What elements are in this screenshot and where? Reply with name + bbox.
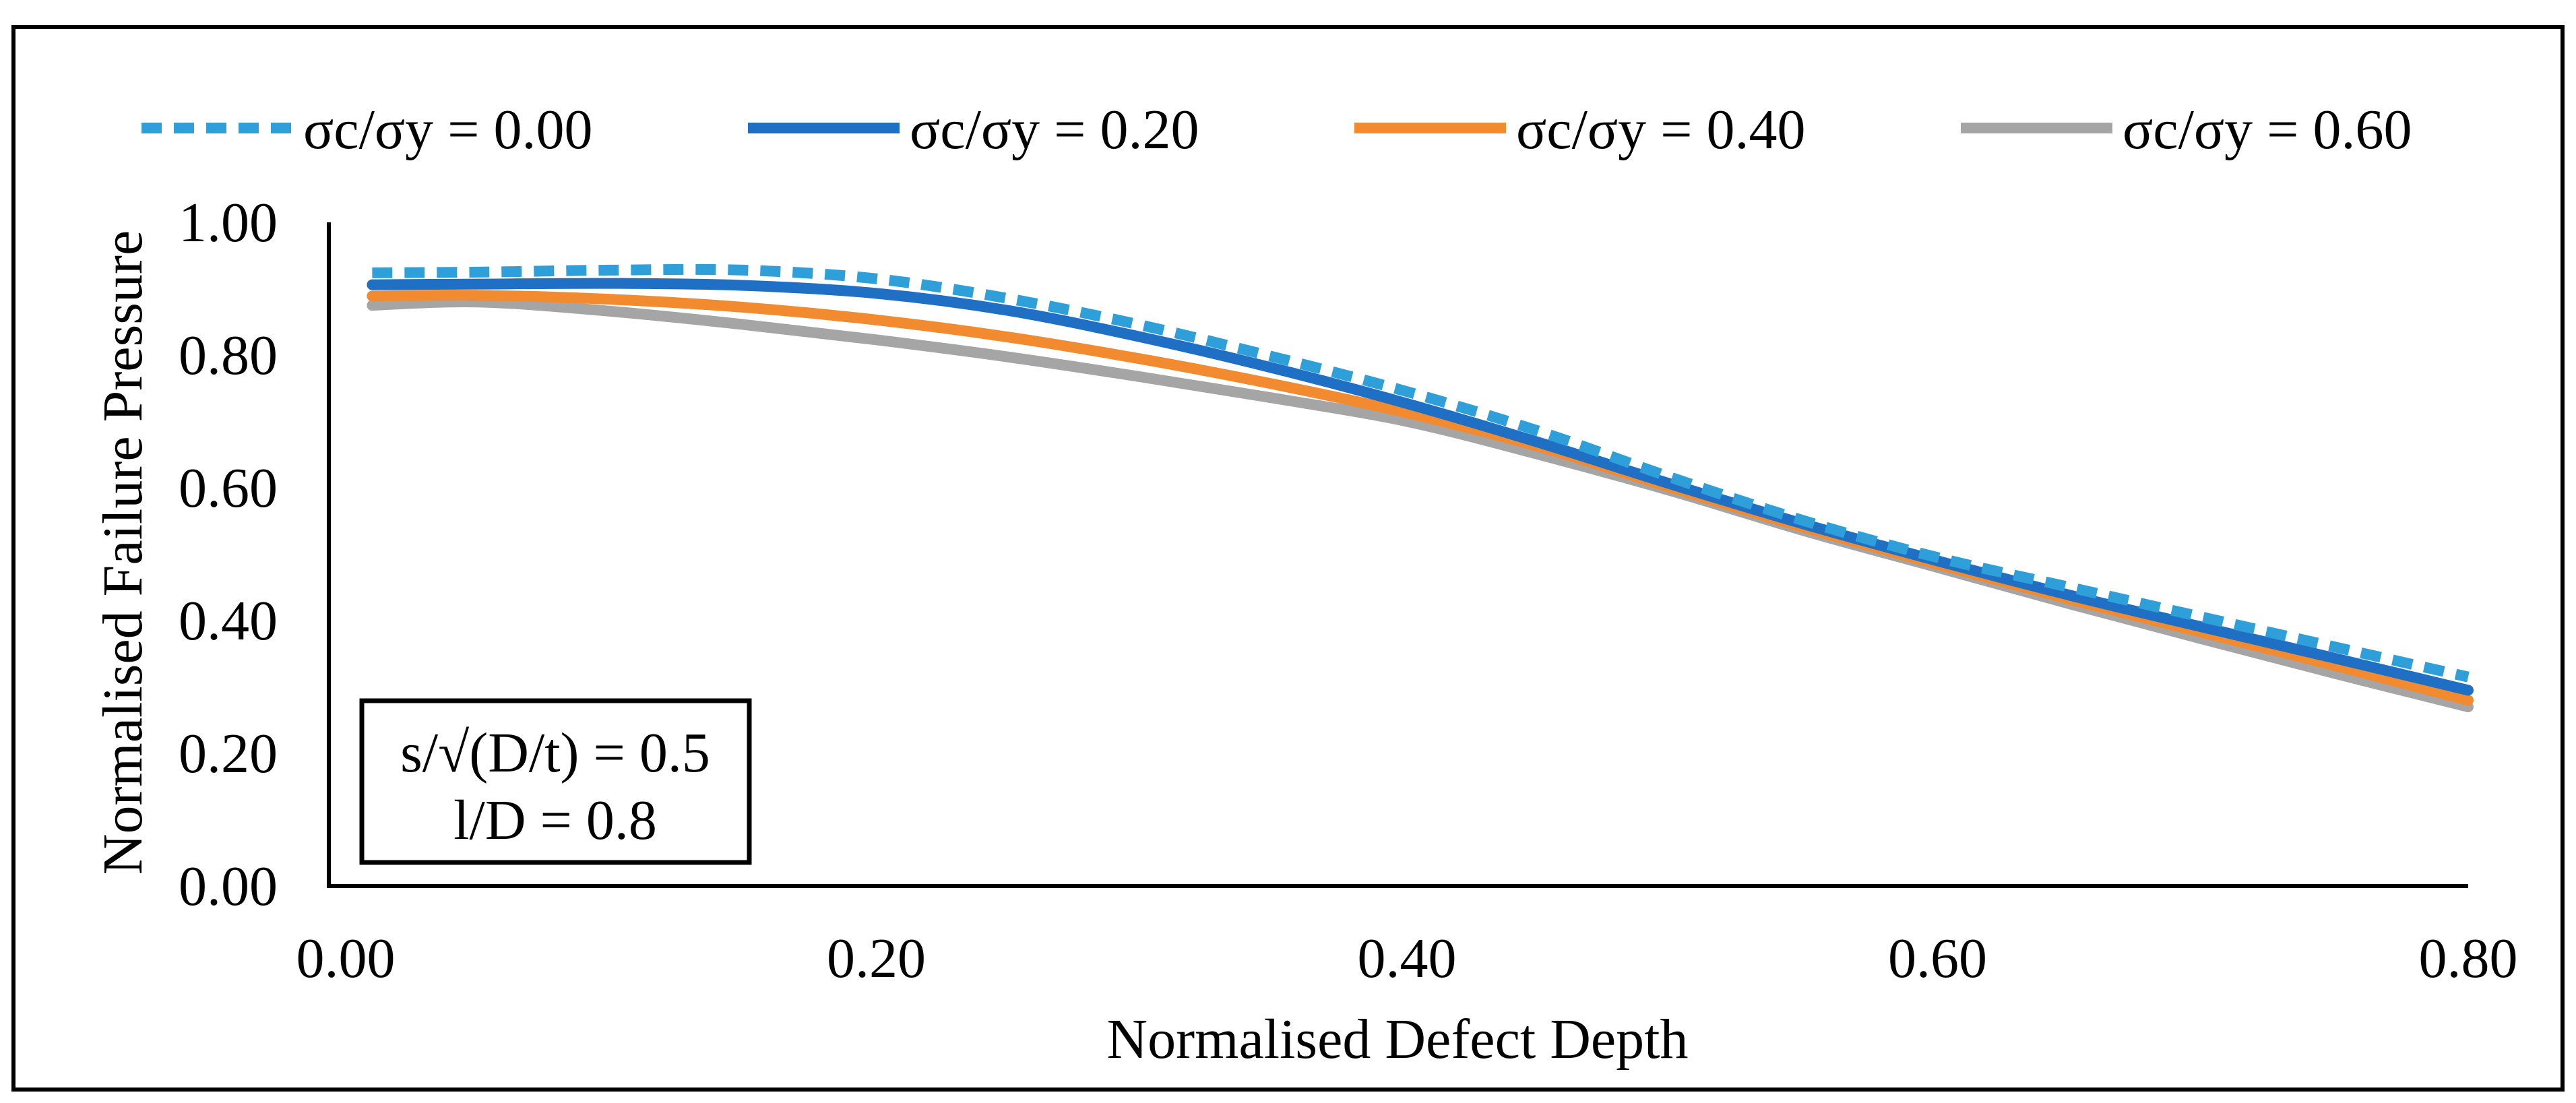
y-tick-label: 0.20 [179,722,278,785]
y-tick-labels: 0.00 0.20 0.40 0.60 0.80 1.00 [179,191,278,918]
annotation-box: s/√(D/t) = 0.5 l/D = 0.8 [359,698,752,865]
series-line [367,278,2474,696]
x-axis-title: Normalised Defect Depth [1106,1008,1688,1071]
annotation-line-1: s/√(D/t) = 0.5 [400,722,710,784]
x-tick-labels: 0.00 0.20 0.40 0.60 0.80 [296,927,2518,990]
legend: σc/σy = 0.00 σc/σy = 0.20 σc/σy = 0.40 σc/σ… [142,98,2412,161]
y-axis-title: Normalised Failure Pressure [92,230,154,875]
x-tick-label: 0.00 [296,927,396,990]
x-tick-label: 0.80 [2419,927,2518,990]
y-tick-label: 0.40 [179,590,278,652]
y-tick-label: 0.80 [179,324,278,387]
y-tick-label: 0.60 [179,457,278,519]
legend-label: σc/σy = 0.20 [910,98,1199,161]
y-tick-label: 0.00 [179,855,278,918]
annotation-frame [359,698,752,865]
x-tick-label: 0.40 [1358,927,1457,990]
x-tick-label: 0.60 [1888,927,1987,990]
annotation-line-2: l/D = 0.8 [453,789,657,852]
legend-label: σc/σy = 0.40 [1516,98,1806,161]
y-tick-label: 1.00 [179,191,278,254]
x-tick-label: 0.20 [827,927,926,990]
series-group [367,263,2474,713]
series-line [372,263,2470,683]
chart-frame [11,25,2565,1092]
legend-label: σc/σy = 0.00 [303,98,593,161]
legend-label: σc/σy = 0.60 [2123,98,2412,161]
